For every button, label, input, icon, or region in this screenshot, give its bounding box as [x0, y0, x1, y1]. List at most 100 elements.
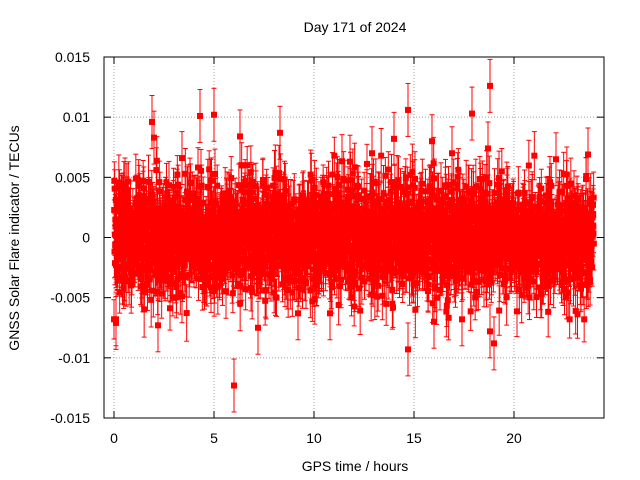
data-point [147, 254, 154, 261]
data-point [190, 190, 197, 197]
data-point [162, 270, 169, 277]
data-point [160, 259, 167, 266]
data-point [139, 283, 146, 290]
data-point [273, 190, 280, 197]
data-point [157, 188, 163, 195]
data-point [176, 261, 182, 268]
data-point [150, 287, 157, 294]
data-point [141, 286, 148, 293]
data-point [194, 195, 200, 202]
data-point [158, 290, 165, 297]
data-point [170, 183, 177, 190]
data-point [271, 174, 278, 181]
data-point [156, 179, 163, 186]
data-point [281, 199, 288, 206]
data-point [125, 265, 131, 272]
data-point [155, 248, 162, 255]
data-point [293, 277, 300, 284]
data-point [307, 287, 314, 294]
data-point [273, 294, 280, 301]
data-point [232, 199, 239, 206]
data-point [266, 203, 273, 210]
data-point [169, 251, 176, 258]
data-point [125, 178, 132, 185]
data-point [228, 175, 235, 182]
data-point [311, 296, 318, 303]
data-point [183, 243, 190, 250]
data-point [173, 284, 180, 291]
data-point [127, 205, 134, 212]
data-point [272, 169, 279, 176]
data-point [187, 179, 194, 186]
data-point [132, 175, 139, 182]
data-point [206, 166, 213, 173]
data-point [133, 200, 139, 207]
data-point [270, 255, 277, 262]
data-point [177, 289, 184, 296]
data-point [289, 289, 296, 296]
data-point [247, 205, 254, 212]
data-point [113, 222, 120, 229]
data-point [154, 205, 161, 212]
data-point [238, 223, 245, 230]
data-point [195, 164, 201, 171]
data-point [311, 184, 318, 191]
data-point [297, 275, 304, 282]
data-point [238, 187, 245, 194]
data-point [275, 262, 282, 269]
data-point [201, 288, 208, 295]
data-point [122, 181, 128, 188]
data-point [214, 182, 221, 189]
data-series [111, 58, 597, 413]
data-point [248, 284, 254, 291]
data-point [145, 178, 152, 185]
data-point [186, 197, 193, 204]
data-point [183, 310, 190, 317]
data-point [282, 209, 289, 216]
data-point [116, 289, 123, 296]
data-point [242, 286, 249, 293]
data-point [279, 281, 286, 288]
data-point [180, 252, 187, 259]
data-point [263, 185, 270, 192]
data-point [244, 162, 251, 169]
data-point [238, 162, 245, 169]
data-point [198, 167, 204, 174]
data-point [239, 248, 246, 255]
data-point [167, 305, 173, 312]
data-point [174, 276, 181, 283]
data-point [156, 277, 163, 284]
data-point [176, 252, 183, 259]
data-point [276, 170, 282, 177]
data-point [237, 300, 244, 307]
data-point [111, 185, 118, 192]
data-point [172, 194, 179, 201]
data-point [198, 182, 205, 189]
data-point [252, 237, 259, 244]
data-point [219, 276, 226, 283]
data-point [148, 191, 155, 198]
data-point [235, 182, 242, 189]
data-point [249, 178, 256, 185]
data-point [291, 196, 298, 203]
data-point [299, 286, 306, 293]
data-point [166, 182, 172, 189]
data-point [174, 171, 181, 178]
data-point [236, 244, 243, 251]
data-point [112, 196, 119, 203]
data-point [223, 288, 229, 295]
data-point [205, 257, 212, 264]
data-point [263, 191, 269, 198]
data-point [313, 281, 320, 288]
data-point [143, 225, 150, 232]
data-point [263, 287, 270, 294]
data-point [111, 207, 118, 214]
data-point [113, 200, 120, 207]
data-point [301, 198, 308, 205]
data-point [295, 284, 302, 291]
data-point [124, 191, 131, 198]
data-point [208, 284, 214, 291]
data-point [315, 267, 322, 274]
data-point [292, 253, 299, 260]
